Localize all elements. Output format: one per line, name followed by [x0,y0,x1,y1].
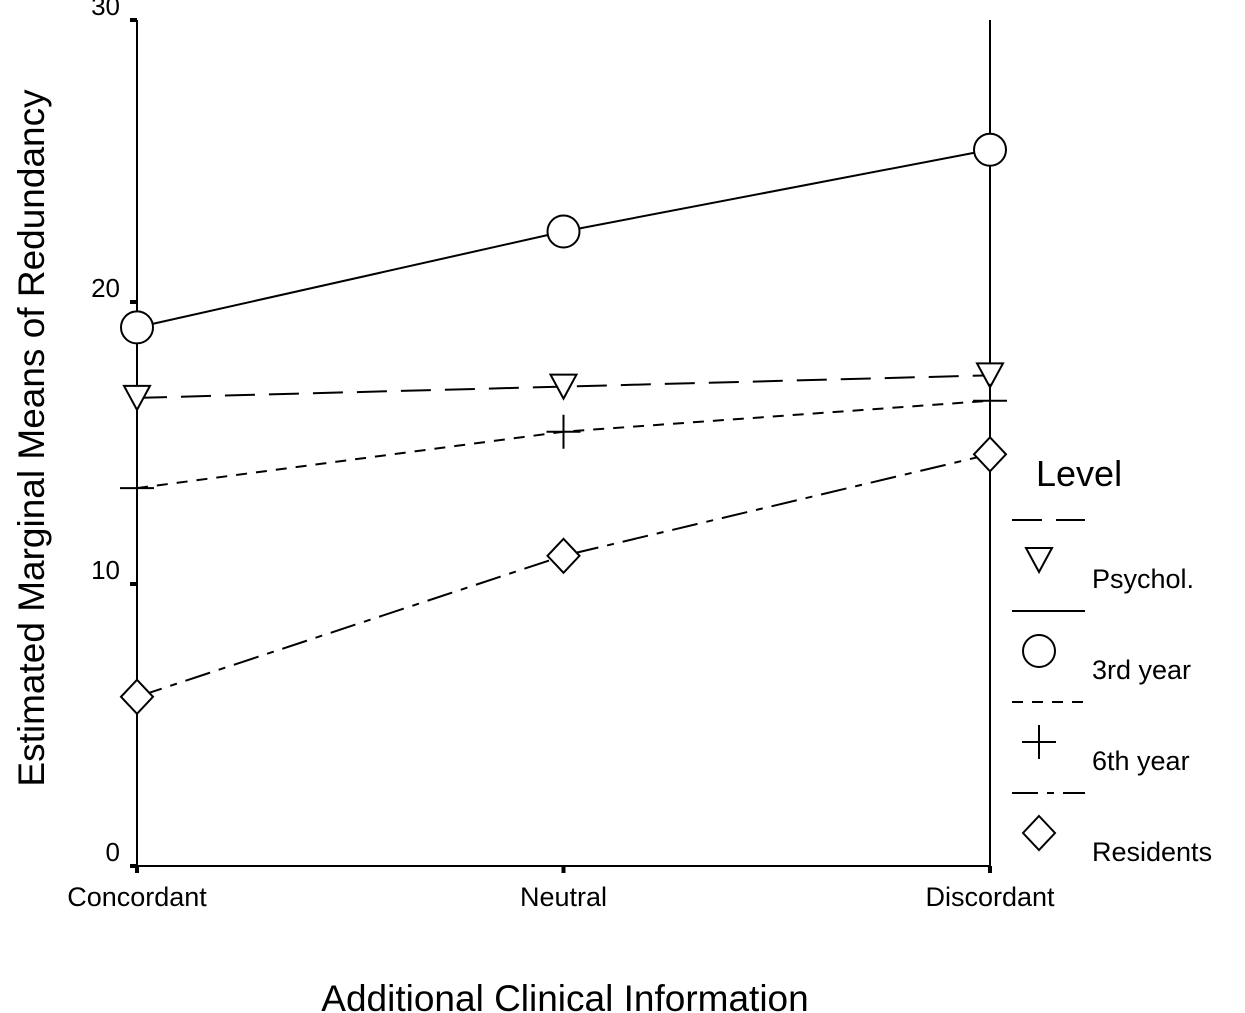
data-point [546,414,581,449]
legend-item: Residents [1012,792,1212,867]
series-layer [119,132,1008,716]
data-point [972,435,1008,473]
y-tick-label: 20 [91,273,120,303]
data-point [548,373,579,401]
y-axis-ticks: 0 10 20 30 [91,0,137,868]
data-point [120,310,154,345]
series-3rd-year [120,132,1007,345]
series-residents [119,435,1008,716]
data-point [975,362,1005,390]
x-tick-label: Discordant [925,882,1055,912]
series-line [136,453,991,698]
legend: Level Psychol. 3rd year 6th year Residents [1012,453,1212,867]
series-6th-year [120,383,1007,506]
legend-label: 3rd year [1092,655,1191,685]
data-point [546,214,581,249]
legend-marker [1021,814,1057,852]
x-axis-ticks: Concordant Neutral Discordant [67,866,1055,912]
data-point [973,383,1007,418]
y-tick-label: 0 [106,837,120,867]
legend-label: Psychol. [1092,564,1194,594]
series-line [136,374,991,399]
legend-title: Level [1036,453,1122,494]
y-tick-label: 30 [91,0,120,21]
x-axis-title: Additional Clinical Information [321,978,808,1013]
legend-marker [1022,725,1056,759]
data-point [546,537,581,575]
legend-marker [1024,547,1054,575]
legend-label: 6th year [1092,746,1190,776]
data-point [120,471,154,506]
legend-item: 3rd year [1012,610,1191,685]
x-tick-label: Neutral [520,882,607,912]
y-tick-label: 10 [91,555,120,585]
legend-item: Psychol. [1012,519,1194,594]
y-axis-title: Estimated Marginal Means of Redundancy [11,89,52,787]
x-tick-label: Concordant [67,882,207,912]
legend-marker [1022,634,1056,668]
data-point [973,132,1007,167]
series-psychol [122,362,1005,412]
legend-label: Residents [1092,837,1212,867]
data-point [119,678,155,716]
legend-item: 6th year [1012,701,1190,776]
data-point [122,384,152,412]
